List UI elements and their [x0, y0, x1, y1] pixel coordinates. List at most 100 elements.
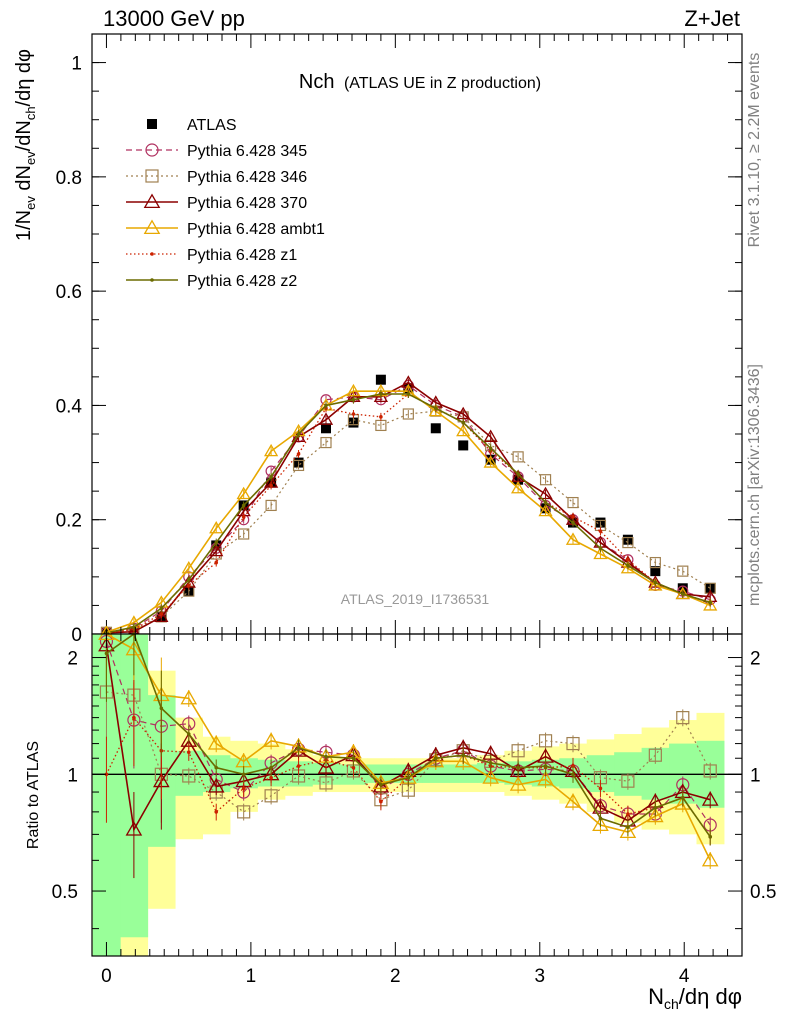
series-point-6: [351, 397, 356, 402]
series-point-0: [650, 566, 661, 577]
series-point-5: [159, 612, 164, 616]
ratio-point-1: [237, 805, 251, 819]
ratio-point-3: [509, 776, 527, 791]
series-point-0: [321, 423, 331, 434]
series-point-2: [677, 565, 689, 577]
series-point-0: [375, 374, 386, 385]
x-axis-label: Nch/dη dφ: [648, 984, 742, 1012]
x-tick-label: 2: [390, 966, 401, 987]
series-point-3: [318, 412, 334, 425]
legend-marker: [145, 143, 159, 157]
legend-label: Pythia 6.428 z2: [187, 273, 297, 290]
ratio-point-2: [701, 791, 719, 806]
y-tick-label: 0.6: [56, 282, 82, 303]
ratio-point-5: [708, 834, 713, 839]
series-point-6: [379, 392, 383, 396]
ratio-point-2: [125, 821, 143, 836]
main-y-label: 1/Nev dNev/dNch/dη dφ: [13, 49, 38, 241]
series-point-0: [458, 440, 469, 451]
series-point-2: [320, 436, 332, 449]
ratio-point-5: [159, 706, 164, 711]
ratio-series-5: [104, 632, 713, 846]
series-point-6: [241, 503, 246, 508]
ratio-point-4: [214, 810, 219, 814]
series-point-6: [571, 520, 575, 525]
ratio-y-tick-label-right: 1: [750, 765, 761, 786]
ratio-point-3: [619, 823, 637, 839]
series-point-6: [132, 625, 136, 629]
ratio-point-4: [598, 786, 603, 791]
series-point-6: [543, 500, 548, 505]
legend-marker: [147, 119, 157, 129]
ratio-point-1: [182, 769, 196, 783]
ratio-point-5: [680, 795, 685, 800]
series-point-5: [269, 483, 273, 488]
series-point-5: [571, 515, 575, 519]
y-tick-label: 0.2: [56, 511, 82, 532]
legend-label: Pythia 6.428 345: [187, 143, 307, 160]
series-point-6: [680, 592, 685, 596]
series-point-5: [296, 452, 301, 456]
legend-item-2: Pythia 6.428 346: [126, 169, 307, 186]
watermark: ATLAS_2019_I1736531: [341, 591, 490, 607]
ratio-point-3: [482, 769, 499, 784]
series-point-5: [379, 415, 383, 419]
series-point-4: [456, 423, 471, 437]
x-tick-label: 3: [534, 966, 545, 987]
ratio-point-1: [538, 734, 553, 748]
legend-label: Pythia 6.428 370: [187, 195, 307, 212]
ratio-point-1: [511, 744, 525, 758]
ratio-point-4: [296, 764, 301, 768]
series-point-6: [598, 546, 603, 551]
legend-label: ATLAS: [187, 117, 237, 134]
x-tick-label: 0: [101, 966, 112, 987]
ratio-point-5: [543, 764, 548, 768]
legend-item-0: ATLAS: [147, 117, 237, 134]
ratio-point-1: [319, 776, 333, 790]
series-point-2: [265, 499, 277, 512]
series-point-2: [402, 408, 414, 420]
ratio-y-label: Ratio to ATLAS: [25, 741, 42, 849]
ratio-y-tick-label-right: 0.5: [750, 882, 776, 903]
header-right: Z+Jet: [684, 6, 740, 31]
x-tick-label: 4: [679, 966, 690, 987]
ratio-y-tick-label: 1: [67, 765, 78, 786]
ratio-point-4: [379, 799, 383, 804]
y-tick-label: 1: [71, 54, 82, 75]
main-panel: Nch (ATLAS UE in Z production) ATLAS_201…: [13, 33, 743, 646]
series-point-5: [241, 515, 246, 519]
series-point-4: [263, 443, 279, 457]
series-point-4: [236, 486, 251, 500]
ratio-point-3: [701, 851, 719, 867]
legend-item-3: Pythia 6.428 370: [126, 193, 307, 212]
ratio-point-5: [653, 805, 658, 810]
ratio-y-tick-label: 0.5: [52, 882, 78, 903]
ratio-y-tick-label: 2: [67, 649, 78, 670]
series-point-6: [406, 392, 411, 396]
series-point-6: [516, 472, 520, 476]
ratio-point-1: [566, 736, 580, 751]
ratio-point-1: [648, 748, 662, 762]
ratio-point-3: [592, 816, 609, 832]
series-point-6: [186, 577, 191, 582]
legend-label: Pythia 6.428 346: [187, 169, 307, 186]
ratio-point-5: [571, 772, 575, 777]
series-line-2: [106, 410, 711, 633]
main-subtitle-text: (ATLAS UE in Z production): [344, 75, 541, 92]
ratio-ticks: 0.5 0.5 1 1 2 2 0 1 2 3 4: [52, 634, 776, 987]
series-point-4: [593, 546, 608, 560]
ratio-point-5: [488, 761, 493, 765]
side-label-top: Rivet 3.1.10, ≥ 2.2M events: [746, 53, 763, 248]
ratio-point-5: [406, 775, 411, 780]
series-point-3: [483, 429, 498, 443]
legend-item-4: Pythia 6.428 ambt1: [126, 219, 325, 238]
ratio-point-3: [207, 735, 225, 750]
ratio-panel: Ratio to ATLAS Nch/dη dφ 0.5 0.5 1 1 2 2 0 1 2 3 4: [25, 625, 776, 1012]
series-point-5: [214, 560, 219, 565]
series-point-5: [186, 583, 191, 588]
legend-item-5: Pythia 6.428 z1: [126, 247, 297, 264]
series-point-4: [209, 520, 224, 534]
ratio-point-5: [461, 753, 466, 758]
legend-item-1: Pythia 6.428 345: [126, 143, 307, 160]
ratio-point-5: [296, 746, 301, 750]
